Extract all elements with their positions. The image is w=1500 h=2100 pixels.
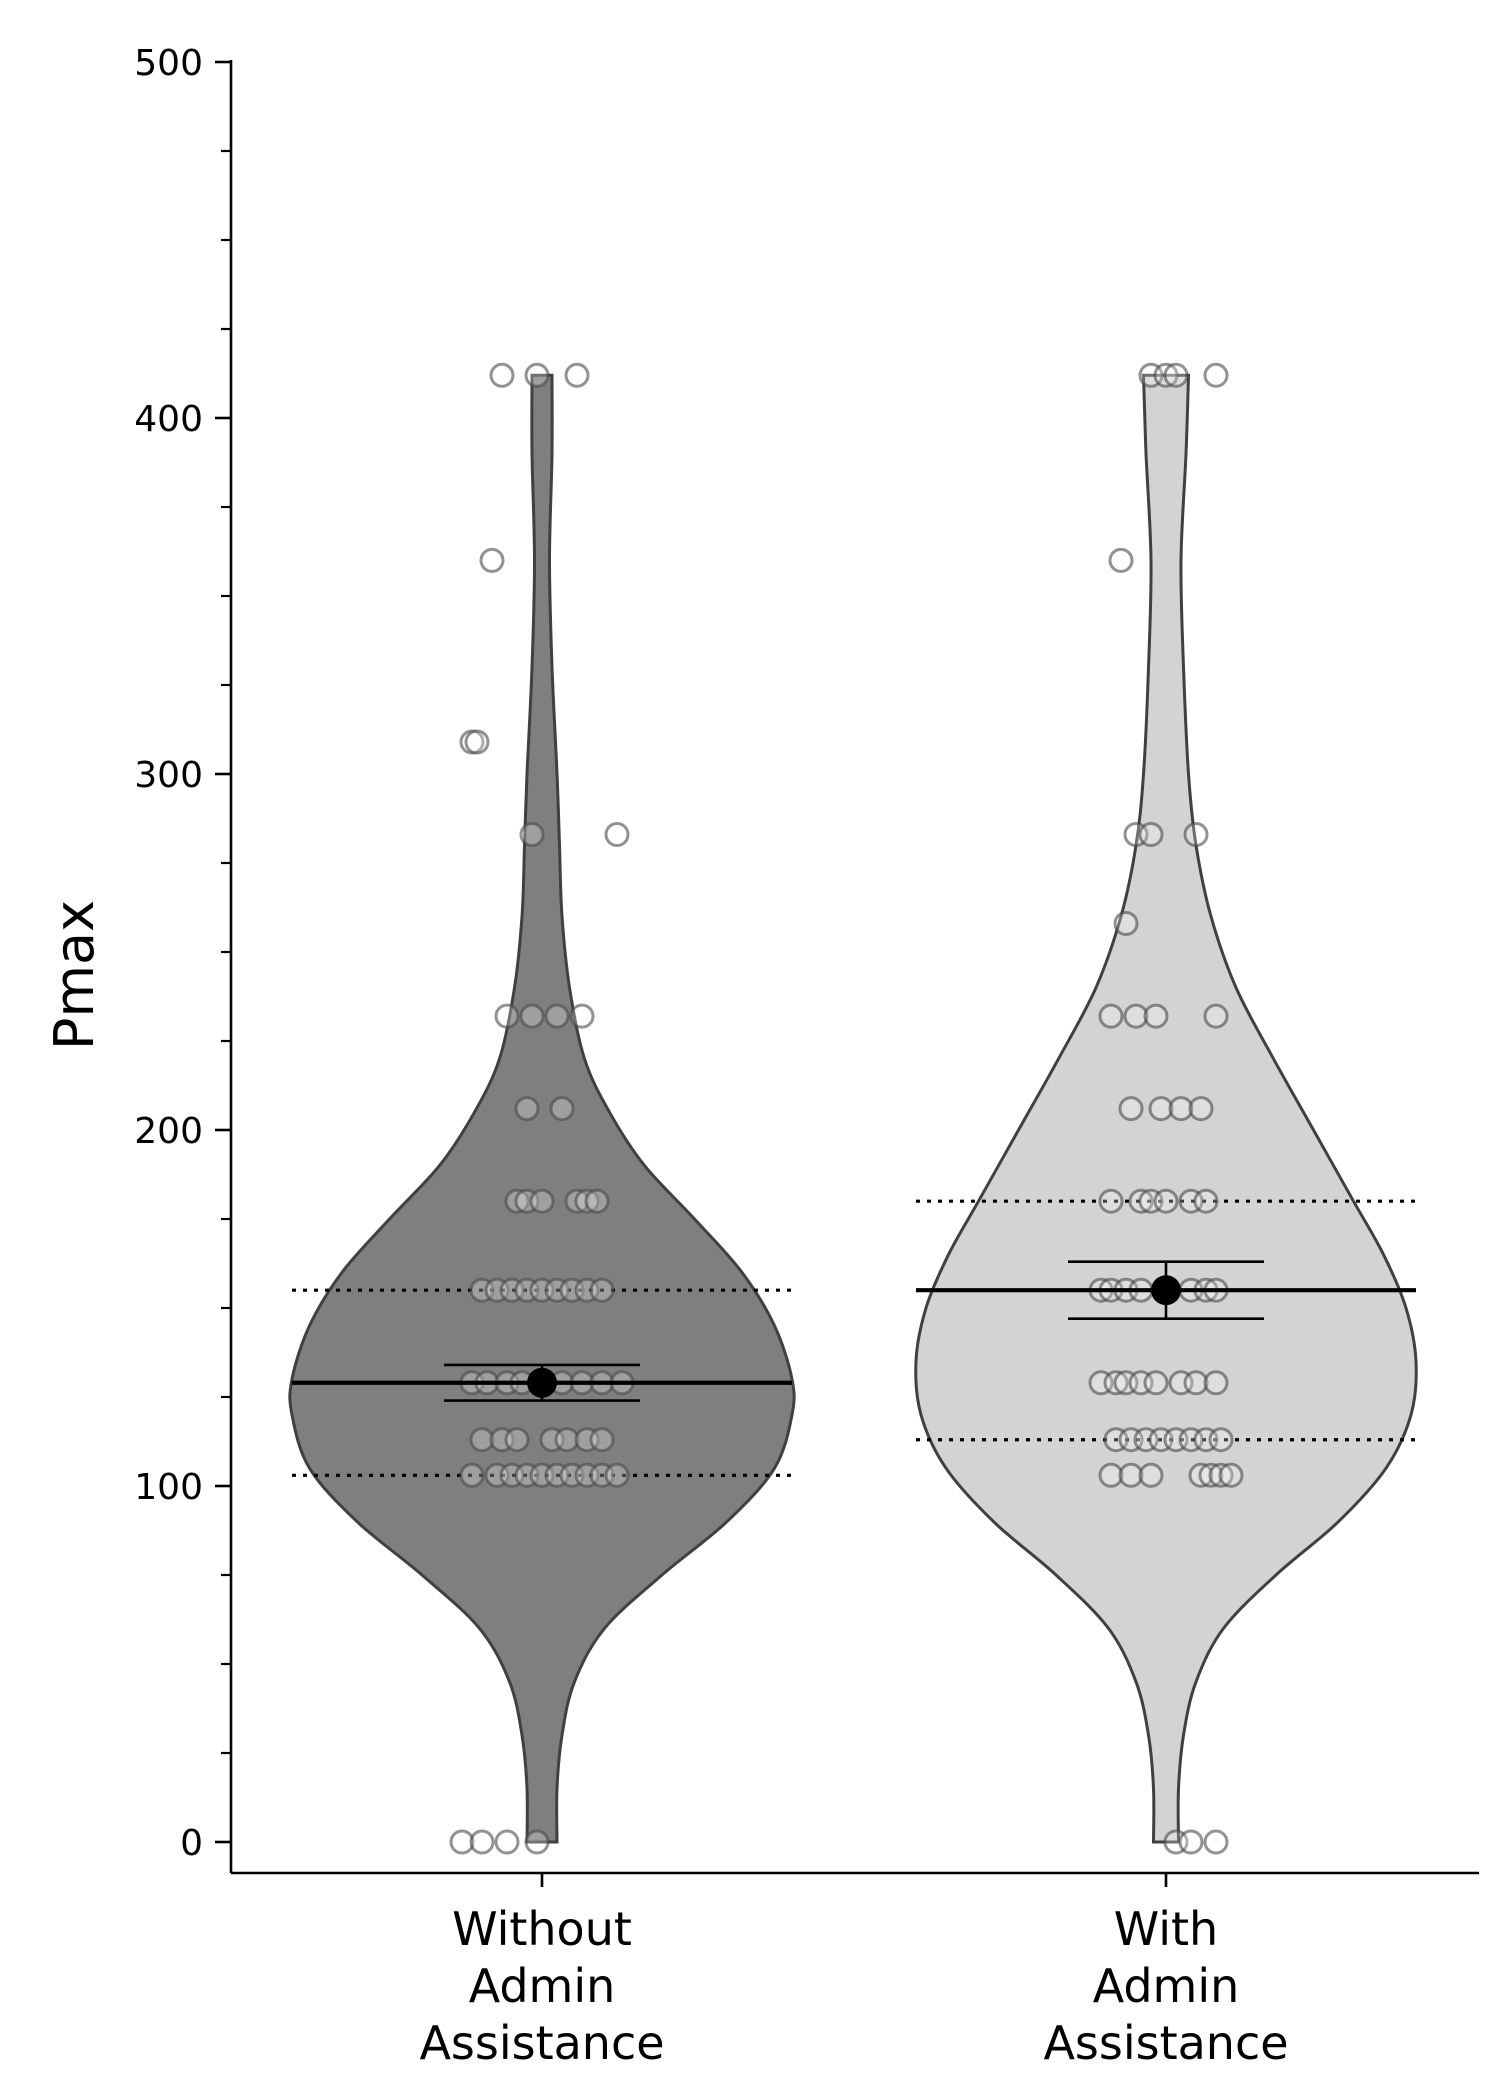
mean-marker-1 (527, 1367, 557, 1398)
data-point (1188, 1096, 1214, 1122)
data-point (604, 1462, 630, 1488)
data-point (1203, 362, 1229, 388)
data-point (1098, 1003, 1124, 1029)
x-category-label-2-line-1: With (1114, 1902, 1218, 1956)
data-point (1203, 1829, 1229, 1855)
data-point (554, 1427, 580, 1453)
x-category-label-1-line-2: Admin (469, 1959, 616, 2013)
data-point (1098, 1462, 1124, 1488)
data-point (1143, 1370, 1169, 1396)
data-point (1203, 1003, 1229, 1029)
data-point (1168, 1096, 1194, 1122)
data-point (449, 1829, 475, 1855)
data-point (1153, 1188, 1179, 1214)
data-point (1113, 911, 1139, 936)
data-point (524, 362, 550, 388)
data-point (1098, 1188, 1124, 1214)
x-category-label-1-line-1: Without (452, 1902, 632, 1956)
data-point (514, 1096, 540, 1122)
data-point (1143, 1003, 1169, 1029)
y-tick-label: 0 (180, 1823, 203, 1864)
data-point (479, 547, 505, 573)
data-point (464, 729, 490, 755)
y-tick-label: 500 (134, 43, 203, 84)
data-point (1118, 1096, 1144, 1122)
data-point (469, 1427, 495, 1453)
data-point (589, 1427, 615, 1453)
x-category-label-1-line-3: Assistance (419, 2016, 664, 2070)
data-point (489, 362, 515, 388)
data-point (469, 1829, 495, 1855)
data-point (504, 1427, 530, 1453)
x-category-label-2-line-2: Admin (1093, 1959, 1240, 2013)
violin-body-1 (288, 373, 796, 1844)
y-tick-label: 100 (134, 1467, 203, 1508)
data-point (1138, 1462, 1164, 1488)
y-tick-label: 200 (134, 1111, 203, 1152)
data-point (1148, 1096, 1174, 1122)
data-point (1203, 1370, 1229, 1396)
data-point (1193, 1188, 1219, 1214)
data-point (1183, 822, 1209, 847)
data-point (1208, 1427, 1234, 1453)
data-point (1123, 1003, 1149, 1029)
y-ticks: 0 100 200 300 400 500 (134, 43, 231, 1864)
y-axis-title: Pmax (43, 900, 106, 1050)
y-tick-label: 300 (134, 755, 203, 796)
mean-marker-2 (1151, 1275, 1181, 1306)
data-point (584, 1188, 610, 1214)
x-category-label-2-line-3: Assistance (1043, 2016, 1288, 2070)
data-point (1108, 547, 1134, 573)
data-point (1183, 1370, 1209, 1396)
data-point (544, 1003, 570, 1029)
data-point (564, 362, 590, 388)
violin-layer (288, 373, 1418, 1844)
violin-body-2 (914, 373, 1418, 1844)
data-point (589, 1277, 615, 1303)
data-point (1118, 1462, 1144, 1488)
data-point (549, 1096, 575, 1122)
axes (229, 60, 1479, 1875)
data-point (519, 1003, 545, 1029)
y-tick-label: 400 (134, 399, 203, 440)
data-point (529, 1188, 555, 1214)
data-point (604, 822, 630, 847)
data-point (524, 1829, 550, 1855)
data-point (1178, 1829, 1204, 1855)
data-point (494, 1003, 520, 1029)
data-point (459, 1462, 485, 1488)
data-point (569, 1003, 595, 1029)
data-point (1218, 1462, 1244, 1488)
data-point (1163, 362, 1189, 388)
data-point (494, 1829, 520, 1855)
data-point (1138, 822, 1164, 847)
data-point (519, 822, 545, 847)
mean-markers-layer (292, 1260, 1416, 1402)
x-category-labels: WithoutAdminAssistanceWithAdminAssistanc… (419, 1873, 1289, 2070)
